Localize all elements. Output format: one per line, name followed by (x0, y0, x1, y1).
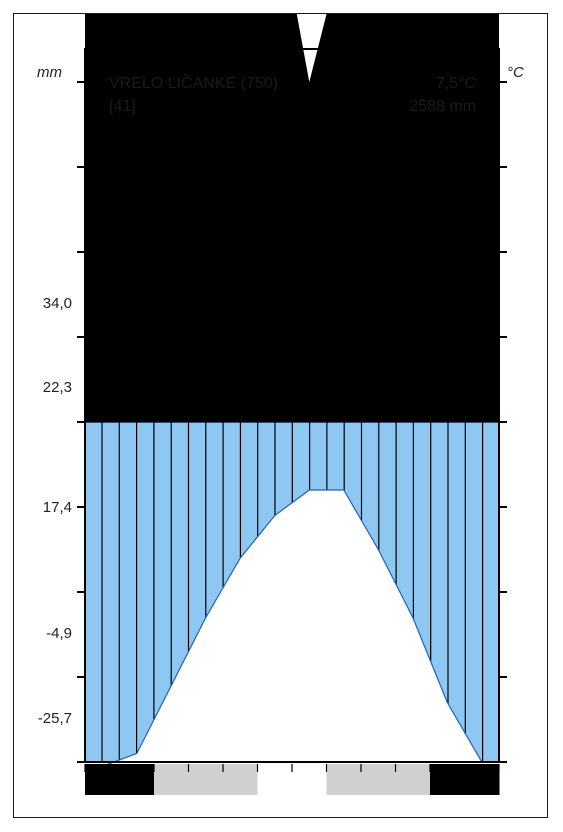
temperature-line (85, 489, 499, 767)
observation-years: [41] (109, 98, 136, 115)
frost-month-11 (430, 764, 465, 795)
frost-month-10 (395, 764, 431, 795)
right-axis-ticks (499, 81, 507, 763)
left-tick-label: -25,7 (38, 710, 72, 727)
left-unit-label: mm (37, 64, 62, 81)
frost-month-7 (292, 764, 327, 795)
climate-diagram: 34,0 22,3 17,4 -4,9 -25,7 mm °C VRELO LIČANK… (37, 14, 524, 795)
frost-month-3 (154, 764, 189, 795)
plot-border (84, 48, 500, 763)
frost-month-8 (326, 764, 362, 795)
mean-temperature: 7,5°C (436, 75, 476, 92)
frost-bar (84, 764, 500, 795)
station-name: VRELO LIČANKE (750) (109, 73, 278, 92)
frost-month-4 (188, 764, 224, 795)
left-axis-ticks (77, 81, 85, 763)
frost-month-9 (361, 764, 396, 795)
frost-month-5 (223, 764, 258, 795)
frost-month-12 (464, 764, 500, 795)
right-unit-label: °C (507, 64, 524, 81)
annual-precipitation: 2588 mm (409, 98, 476, 115)
left-tick-label: 17,4 (43, 499, 72, 516)
left-axis-labels: 34,0 22,3 17,4 -4,9 -25,7 (38, 295, 72, 727)
chart-frame: 34,0 22,3 17,4 -4,9 -25,7 mm °C VRELO LIČANK… (13, 13, 548, 818)
frost-month-1 (85, 764, 120, 795)
left-tick-label: -4,9 (46, 625, 72, 642)
temperature-cover (85, 490, 499, 767)
frost-month-6 (257, 764, 293, 795)
frost-month-2 (119, 764, 155, 795)
perhumid-area (85, 14, 499, 422)
left-tick-label: 22,3 (43, 379, 72, 396)
left-tick-label: 34,0 (43, 295, 72, 312)
